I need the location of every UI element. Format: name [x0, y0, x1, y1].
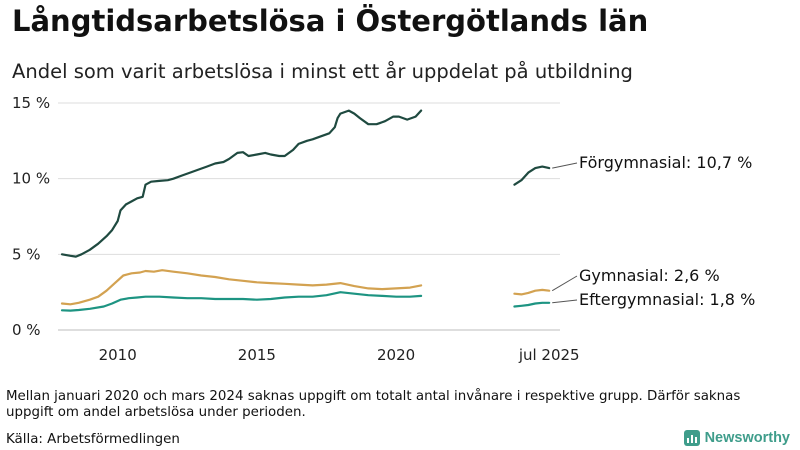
label-leader-line — [552, 299, 578, 304]
series-line-gymnasial-0 — [60, 269, 423, 306]
y-tick-label: 15 % — [12, 94, 50, 112]
bar-chart-icon — [683, 430, 700, 446]
series-line-eftergymnasial-0 — [60, 291, 423, 312]
brand-logo[interactable]: Newsworthy — [683, 430, 790, 446]
y-tick-label: 10 % — [12, 170, 50, 188]
series-line-eftergymnasial-1 — [513, 301, 551, 308]
y-tick-label: 0 % — [12, 321, 41, 339]
footnote: Mellan januari 2020 och mars 2024 saknas… — [6, 389, 741, 420]
series-line-gymnasial-1 — [513, 288, 551, 296]
chart-subtitle: Andel som varit arbetslösa i minst ett å… — [12, 60, 633, 83]
series-line-förgymnasial-0 — [60, 109, 423, 258]
source-text: Källa: Arbetsförmedlingen — [6, 432, 180, 447]
label-leader-line — [552, 162, 578, 169]
chart-title: Långtidsarbetslösa i Östergötlands län — [12, 4, 649, 38]
x-tick-label: jul 2025 — [518, 346, 580, 364]
series-end-label: Eftergymnasial: 1,8 % — [579, 290, 755, 309]
label-leader-line — [551, 275, 578, 292]
series-line-förgymnasial-1 — [513, 165, 551, 186]
x-tick-label: 2010 — [99, 346, 137, 364]
series-end-label: Gymnasial: 2,6 % — [579, 266, 720, 285]
brand-name: Newsworthy — [704, 430, 790, 446]
x-tick-label: 2020 — [377, 346, 415, 364]
x-tick-label: 2015 — [238, 346, 276, 364]
series-end-label: Förgymnasial: 10,7 % — [579, 153, 752, 172]
y-tick-label: 5 % — [12, 245, 41, 263]
